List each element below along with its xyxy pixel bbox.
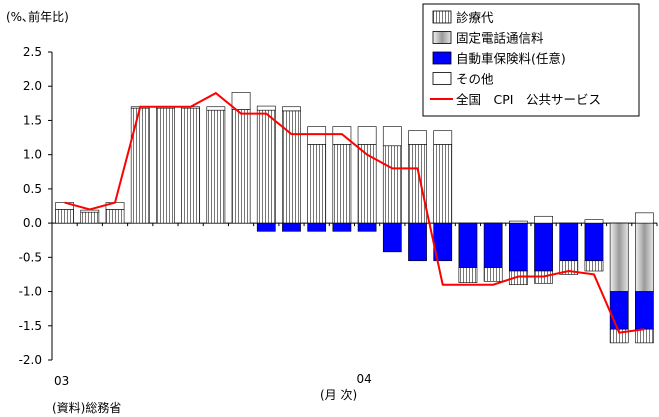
bar-segment	[433, 130, 453, 145]
bar-segment	[332, 126, 352, 145]
legend-label: その他	[456, 72, 494, 87]
bar-segment	[584, 219, 604, 224]
y-tick-label: 2.5	[23, 45, 42, 59]
bar-segment	[408, 222, 427, 262]
bar-segment	[307, 144, 327, 224]
bar-segment	[332, 144, 352, 224]
bar-segment	[130, 107, 150, 224]
bar-segment	[635, 291, 654, 330]
bar-segment	[408, 144, 427, 224]
cpi-line	[64, 91, 645, 334]
legend-box	[422, 3, 640, 117]
y-tick-label: 1.5	[23, 113, 42, 127]
y-tick-label: -1.5	[19, 319, 42, 333]
y-tick-label: -0.5	[19, 250, 42, 264]
y-tick-label: 0.0	[23, 216, 42, 230]
bar-segment	[105, 209, 125, 224]
bar-segment	[206, 106, 226, 111]
y-tick-label: 0.5	[23, 182, 42, 196]
bar-segment	[609, 291, 629, 330]
legend-label: 自動車保険料(任意)	[456, 51, 566, 66]
bar-segment	[408, 130, 427, 145]
bar-segment	[231, 109, 251, 224]
bar-segment	[282, 106, 301, 112]
y-tick-label: 2.0	[23, 79, 42, 93]
bar-segment	[559, 222, 579, 262]
bar-segment	[508, 222, 528, 272]
x-axis: 03 04	[51, 222, 658, 388]
bar-segment	[231, 92, 251, 110]
bar-segment	[357, 126, 377, 145]
cpi-line-path	[64, 91, 645, 334]
bar-segment	[307, 222, 327, 232]
bar-segment	[433, 144, 453, 224]
bar-segment	[357, 144, 377, 224]
x-year-label: 03	[54, 374, 69, 388]
legend-swatch	[432, 72, 452, 85]
y-tick-label: 1.0	[23, 148, 42, 162]
bar-segment	[584, 260, 604, 272]
bar-segment	[382, 126, 402, 147]
y-axis: 2.5 2.0 1.5 1.0 0.5 0.0 -0.5 -1.0 -1.5 -2.0	[19, 45, 53, 367]
bar-segment	[534, 215, 553, 224]
source-label: (資料)総務省	[52, 401, 121, 415]
bar-segment	[635, 328, 654, 344]
bars	[55, 92, 654, 344]
legend-swatch	[432, 51, 452, 65]
bar-segment	[55, 209, 74, 224]
bar-segment	[458, 222, 478, 268]
bar-segment	[80, 211, 100, 224]
bar-segment	[635, 212, 654, 224]
bar-segment	[357, 222, 377, 232]
x-year-label: 04	[357, 372, 372, 386]
bar-segment	[458, 267, 478, 283]
bar-segment	[508, 220, 528, 224]
legend-swatch	[432, 10, 452, 24]
bar-segment	[382, 222, 402, 253]
bar-segment	[382, 145, 402, 224]
bar-segment	[508, 270, 528, 286]
y-tick-label: -2.0	[19, 353, 42, 367]
legend-swatch	[432, 31, 452, 44]
bar-segment	[282, 222, 301, 232]
bar-segment	[332, 222, 352, 232]
bar-segment	[256, 109, 276, 224]
bar-segment	[584, 222, 604, 262]
bar-segment	[609, 222, 629, 292]
bar-segment	[307, 126, 327, 145]
unit-label: (%､前年比)	[6, 9, 69, 24]
bar-segment	[156, 107, 175, 224]
legend-label: 全国 CPI 公共サービス	[456, 92, 601, 107]
x-axis-label: (月 次)	[320, 388, 357, 402]
bar-segment	[483, 222, 503, 268]
bar-segment	[206, 109, 226, 224]
bar-segment	[635, 222, 654, 292]
bar-segment	[483, 267, 503, 282]
y-tick-label: -1.0	[19, 285, 42, 299]
legend-label: 固定電話通信料	[456, 31, 544, 46]
legend-label: 診療代	[456, 10, 494, 25]
bar-segment	[534, 222, 553, 272]
bar-segment	[256, 105, 276, 111]
bar-segment	[181, 107, 201, 224]
bar-segment	[256, 222, 276, 232]
